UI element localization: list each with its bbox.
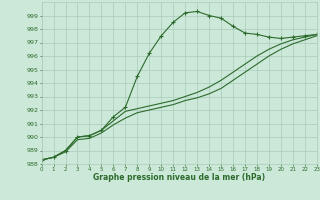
X-axis label: Graphe pression niveau de la mer (hPa): Graphe pression niveau de la mer (hPa) [93, 173, 265, 182]
